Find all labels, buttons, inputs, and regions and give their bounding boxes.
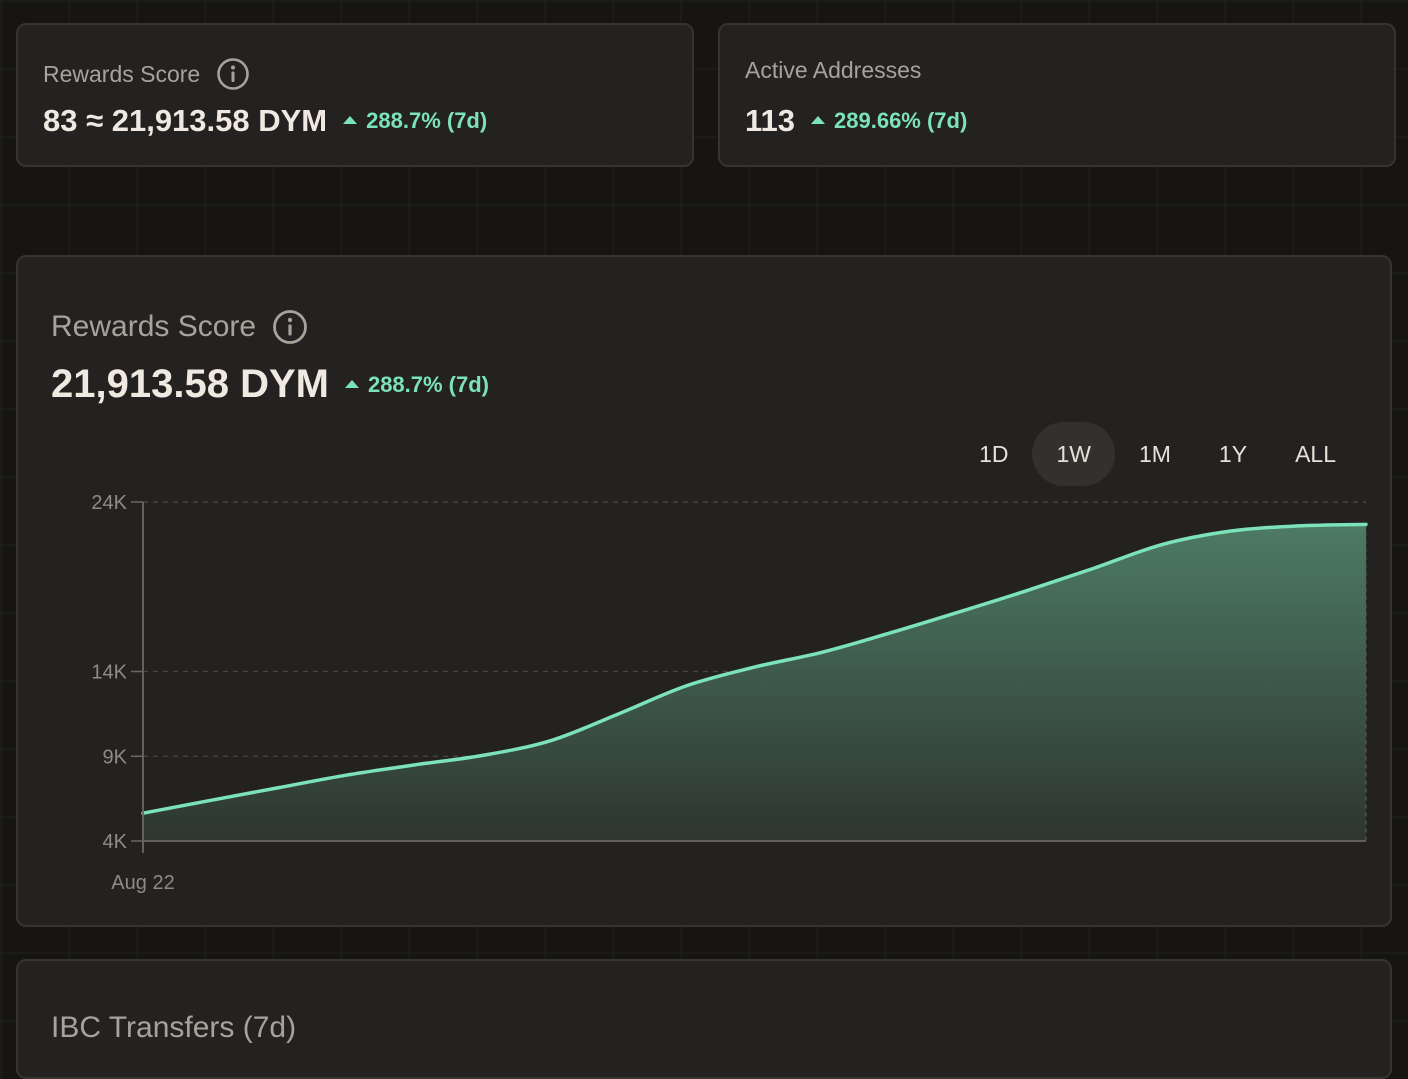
rewards-score-stat-label: Rewards Score: [43, 60, 201, 87]
caret-up-icon: [343, 116, 358, 124]
active-addresses-stat-delta: 289.66% (7d): [811, 108, 967, 134]
active-addresses-stat-label: Active Addresses: [745, 57, 922, 83]
time-range-tabs: 1D 1W 1M 1Y ALL: [955, 422, 1360, 486]
ibc-transfers-title: IBC Transfers (7d): [51, 1011, 297, 1044]
range-tab-1w[interactable]: 1W: [1032, 422, 1115, 486]
info-icon[interactable]: [272, 309, 308, 345]
rewards-score-stat-card: Rewards Score 83 ≈ 21,913.58 DYM 288.7% …: [16, 23, 694, 167]
series-line: [141, 522, 1368, 815]
rewards-score-chart-card: Rewards Score 21,913.58 DYM 288.7% (7d) …: [16, 255, 1392, 927]
caret-up-icon: [811, 116, 826, 124]
range-tab-all[interactable]: ALL: [1295, 440, 1336, 467]
x-tick-label: Aug 22: [111, 872, 174, 894]
chart-value-row: 21,913.58 DYM 288.7% (7d): [51, 362, 489, 407]
rewards-score-stat-delta: 288.7% (7d): [343, 108, 487, 134]
rewards-score-area-chart: 24K 14K 9K 4K Aug 22: [91, 492, 1368, 894]
active-addresses-stat-card: Active Addresses 113 289.66% (7d): [718, 23, 1396, 167]
rewards-score-stat-delta-text: 288.7% (7d): [366, 108, 488, 133]
chart-title: Rewards Score: [51, 310, 257, 343]
chart-title-row: Rewards Score: [51, 309, 308, 345]
active-addresses-stat-value-row: 113 289.66% (7d): [745, 103, 967, 139]
info-icon[interactable]: [216, 57, 250, 91]
y-tick-label: 14K: [91, 662, 127, 684]
y-tick-label: 4K: [103, 831, 128, 853]
ibc-transfers-card: IBC Transfers (7d): [16, 959, 1392, 1079]
rewards-score-stat-value-row: 83 ≈ 21,913.58 DYM 288.7% (7d): [43, 103, 487, 139]
rewards-score-stat-label-row: Rewards Score: [43, 57, 250, 91]
rewards-score-stat-value: 83 ≈ 21,913.58 DYM: [43, 103, 328, 138]
chart-delta: 288.7% (7d): [344, 371, 490, 398]
active-addresses-stat-delta-text: 289.66% (7d): [834, 108, 968, 133]
range-tab-1y[interactable]: 1Y: [1218, 440, 1248, 467]
chart-delta-text: 288.7% (7d): [367, 371, 490, 397]
chart-value: 21,913.58 DYM: [51, 362, 329, 406]
y-tick-label: 9K: [103, 746, 128, 768]
series-area: [143, 524, 1366, 841]
y-tick-label: 24K: [91, 492, 127, 514]
range-tab-1d[interactable]: 1D: [979, 440, 1009, 467]
active-addresses-stat-value: 113: [745, 103, 796, 138]
active-addresses-stat-label-row: Active Addresses: [745, 57, 921, 84]
caret-up-icon: [344, 379, 359, 388]
range-tab-1m[interactable]: 1M: [1138, 440, 1171, 467]
